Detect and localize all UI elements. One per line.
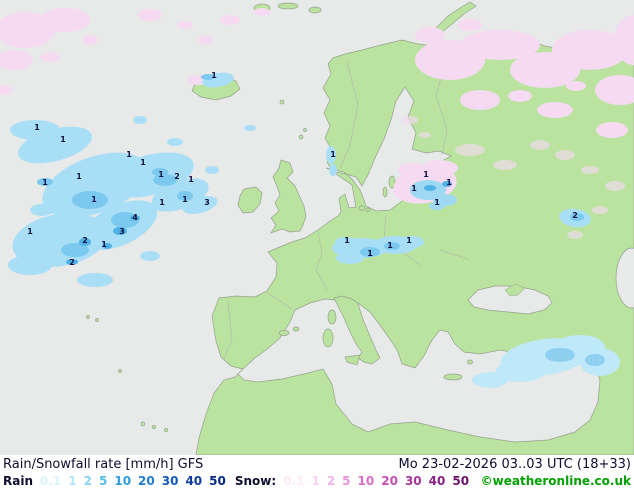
caspian-sea bbox=[615, 247, 634, 309]
map-title: Rain/Snowfall rate [mm/h] GFS bbox=[3, 457, 204, 472]
corsica bbox=[327, 309, 337, 325]
rain-scale: 0.1 1 2 5 10 20 30 40 50 bbox=[40, 473, 226, 489]
crete bbox=[443, 373, 463, 381]
rain-area-caspian bbox=[559, 208, 591, 228]
snow-scale-value: 10 bbox=[357, 474, 375, 488]
islands bbox=[86, 1, 549, 433]
azores-2 bbox=[95, 318, 99, 322]
ireland bbox=[237, 186, 263, 214]
gotland bbox=[388, 175, 396, 189]
rain-legend-label: Rain bbox=[3, 474, 33, 488]
rhodes bbox=[467, 359, 473, 365]
snow-scale-value: 20 bbox=[381, 474, 398, 488]
sicily bbox=[344, 354, 361, 366]
snow-area-north-russia bbox=[415, 15, 634, 138]
rain-area-atlantic-cores bbox=[66, 215, 140, 265]
snow-scale-value: 1 bbox=[311, 474, 320, 488]
europe-precipitation-map bbox=[0, 0, 634, 455]
snow-scale-value: 50 bbox=[452, 474, 470, 488]
footer: Rain/Snowfall rate [mm/h] GFS Mo 23-02-2… bbox=[0, 455, 634, 490]
sardinia bbox=[322, 328, 334, 348]
crimea-peninsula bbox=[504, 283, 526, 297]
snow-speckle-russia bbox=[402, 116, 625, 239]
danish-isles bbox=[359, 205, 365, 211]
rain-scale-value: 2 bbox=[83, 474, 92, 488]
svalbard-2 bbox=[277, 2, 299, 10]
rain-area-central-europe bbox=[332, 236, 424, 264]
rain-scale-value: 1 bbox=[68, 474, 77, 488]
italy bbox=[333, 295, 381, 365]
svalbard-3 bbox=[308, 6, 322, 14]
snow-legend-label: Snow: bbox=[234, 474, 277, 488]
copyright: ©weatheronline.co.uk bbox=[480, 474, 631, 488]
rain-area-baltic bbox=[410, 180, 457, 210]
black-sea bbox=[467, 285, 553, 315]
snow-scale-value: 30 bbox=[404, 474, 422, 488]
canary-3 bbox=[163, 427, 169, 433]
shetland bbox=[298, 134, 304, 140]
balearics-2 bbox=[292, 326, 300, 332]
map-timestamp: Mo 23-02-2026 03..03 UTC (18+33) bbox=[398, 457, 632, 472]
balearics bbox=[278, 330, 290, 336]
footer-title-row: Rain/Snowfall rate [mm/h] GFS Mo 23-02-2… bbox=[3, 456, 631, 473]
snow-scale-value: 40 bbox=[428, 474, 446, 488]
rain-scale-value: 0.1 bbox=[40, 474, 62, 488]
snow-scale-value: 5 bbox=[342, 474, 351, 488]
rain-scale-value: 40 bbox=[185, 474, 203, 488]
rain-scale-value: 5 bbox=[98, 474, 108, 488]
rain-scale-value: 20 bbox=[138, 474, 155, 488]
legend-row: Rain 0.1 1 2 5 10 20 30 40 50 Snow: 0.1 1 2 5 10 20 30… bbox=[3, 473, 631, 490]
great-britain bbox=[270, 159, 307, 234]
shetland-2 bbox=[303, 128, 307, 132]
rain-scale-value: 30 bbox=[161, 474, 179, 488]
canary-2 bbox=[151, 424, 157, 430]
novaya-zemlya bbox=[435, 1, 477, 33]
madeira bbox=[118, 369, 122, 373]
snow-scale-value: 2 bbox=[326, 474, 336, 488]
danish-isles-2 bbox=[365, 207, 371, 213]
oland bbox=[382, 186, 388, 198]
rain-scale-value: 10 bbox=[114, 474, 132, 488]
snow-scale-value: 0.1 bbox=[283, 474, 305, 488]
canary-1 bbox=[140, 421, 146, 427]
rain-scale-value: 50 bbox=[209, 474, 226, 488]
snow-scale: 0.1 1 2 5 10 20 30 40 50 bbox=[283, 473, 469, 489]
rain-area-east-mediterranean bbox=[472, 335, 620, 388]
rain-area-atlantic-heavier bbox=[37, 74, 215, 257]
azores bbox=[86, 315, 90, 319]
faroe-islands bbox=[279, 99, 285, 105]
